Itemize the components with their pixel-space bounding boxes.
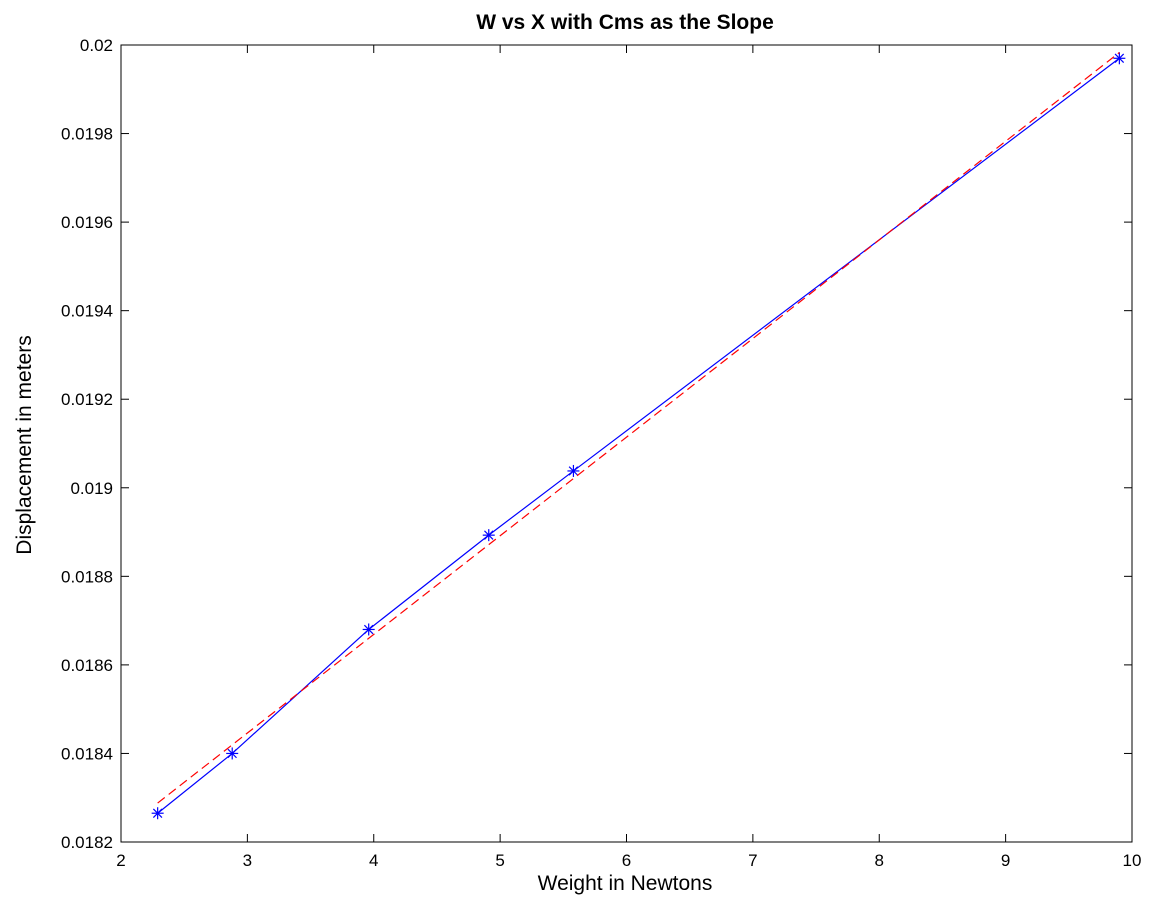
x-tick-label: 6: [622, 851, 631, 870]
x-tick-label: 5: [495, 851, 504, 870]
y-tick-label: 0.0188: [61, 567, 113, 586]
y-axis-ticks: 0.0182 0.0184 0.0186 0.0188 0.019 0.0192 0.019…: [61, 36, 1132, 852]
y-tick-label: 0.0184: [61, 744, 113, 763]
y-tick-label: 0.0198: [61, 125, 113, 144]
data-point-marker: [226, 747, 239, 760]
x-axis-label: Weight in Newtons: [538, 872, 713, 895]
data-point-marker: [482, 529, 495, 542]
y-tick-label: 0.0192: [61, 390, 113, 409]
data-line: [157, 57, 1120, 814]
y-tick-label: 0.0194: [61, 302, 113, 321]
data-point-marker: [1113, 52, 1126, 65]
x-tick-label: 2: [116, 851, 125, 870]
x-tick-label: 8: [875, 851, 884, 870]
x-tick-label: 3: [243, 851, 252, 870]
x-tick-label: 7: [748, 851, 757, 870]
x-axis-ticks: 2 3 4 5 6 7 8 9 10: [116, 45, 1141, 870]
data-point-marker: [151, 807, 164, 820]
fit-line-dashed: [157, 52, 1120, 804]
chart-title: W vs X with Cms as the Slope: [476, 11, 774, 34]
y-tick-label: 0.019: [70, 479, 113, 498]
data-point-marker: [567, 464, 580, 477]
x-tick-label: 4: [369, 851, 378, 870]
y-tick-label: 0.0182: [61, 833, 113, 852]
series-layer: [151, 52, 1126, 820]
data-point-marker: [362, 623, 375, 636]
plot-area: [120, 44, 1133, 843]
x-tick-label: 10: [1123, 851, 1142, 870]
y-tick-label: 0.0196: [61, 213, 113, 232]
x-tick-label: 9: [1001, 851, 1010, 870]
y-tick-label: 0.02: [80, 36, 113, 55]
y-tick-label: 0.0186: [61, 656, 113, 675]
y-axis-label: Displacement in meters: [13, 335, 36, 554]
